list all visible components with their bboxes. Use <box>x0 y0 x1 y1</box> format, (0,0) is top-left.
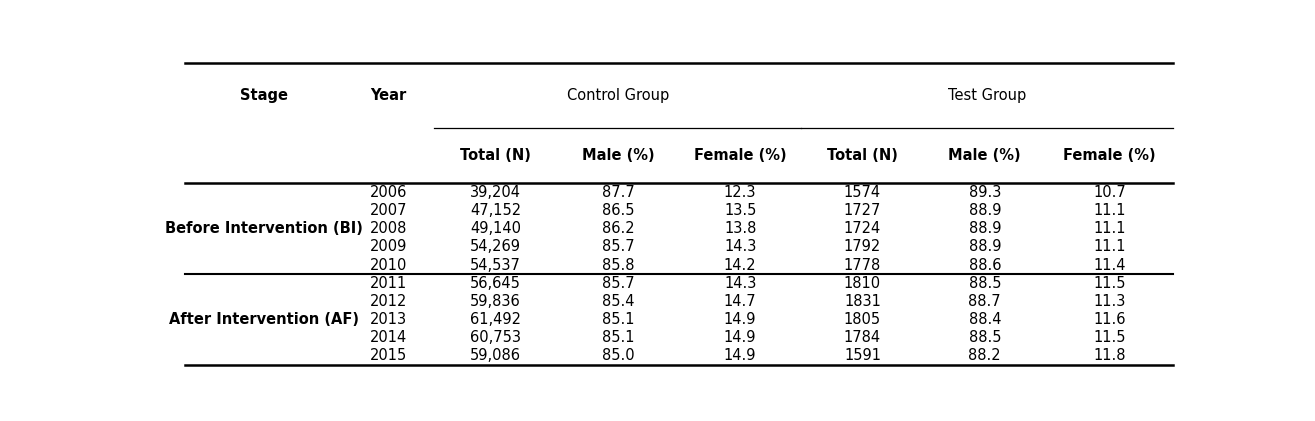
Text: 60,753: 60,753 <box>469 330 521 345</box>
Text: 87.7: 87.7 <box>601 185 634 200</box>
Text: 88.9: 88.9 <box>969 203 1001 218</box>
Text: 2009: 2009 <box>370 240 408 254</box>
Text: 85.7: 85.7 <box>601 240 634 254</box>
Text: 11.6: 11.6 <box>1093 312 1126 327</box>
Text: Female (%): Female (%) <box>1064 148 1156 163</box>
Text: 88.4: 88.4 <box>969 312 1001 327</box>
Text: 86.2: 86.2 <box>601 221 634 236</box>
Text: Before Intervention (BI): Before Intervention (BI) <box>164 221 363 236</box>
Text: 85.7: 85.7 <box>601 276 634 291</box>
Text: 2014: 2014 <box>370 330 408 345</box>
Text: 54,537: 54,537 <box>471 258 521 273</box>
Text: 14.2: 14.2 <box>723 258 756 273</box>
Text: 13.8: 13.8 <box>725 221 756 236</box>
Text: 2008: 2008 <box>370 221 408 236</box>
Text: 2015: 2015 <box>370 349 408 363</box>
Text: 1810: 1810 <box>844 276 881 291</box>
Text: 88.9: 88.9 <box>969 240 1001 254</box>
Text: 88.7: 88.7 <box>968 294 1001 309</box>
Text: 56,645: 56,645 <box>471 276 521 291</box>
Text: 88.2: 88.2 <box>968 349 1001 363</box>
Text: 2007: 2007 <box>370 203 408 218</box>
Text: 2006: 2006 <box>370 185 408 200</box>
Text: 14.3: 14.3 <box>725 240 756 254</box>
Text: 1784: 1784 <box>844 330 881 345</box>
Text: 1831: 1831 <box>844 294 881 309</box>
Text: 85.4: 85.4 <box>602 294 634 309</box>
Text: 88.5: 88.5 <box>969 276 1001 291</box>
Text: 39,204: 39,204 <box>469 185 521 200</box>
Text: 2012: 2012 <box>370 294 408 309</box>
Text: 11.3: 11.3 <box>1094 294 1126 309</box>
Text: 14.7: 14.7 <box>723 294 756 309</box>
Text: 61,492: 61,492 <box>469 312 521 327</box>
Text: 10.7: 10.7 <box>1093 185 1126 200</box>
Text: 2010: 2010 <box>370 258 408 273</box>
Text: Female (%): Female (%) <box>694 148 786 163</box>
Text: 88.6: 88.6 <box>969 258 1001 273</box>
Text: 1724: 1724 <box>844 221 881 236</box>
Text: 14.9: 14.9 <box>725 330 756 345</box>
Text: 2011: 2011 <box>370 276 408 291</box>
Text: Male (%): Male (%) <box>948 148 1020 163</box>
Text: 85.8: 85.8 <box>602 258 634 273</box>
Text: 54,269: 54,269 <box>469 240 521 254</box>
Text: 11.5: 11.5 <box>1093 330 1126 345</box>
Text: 1778: 1778 <box>844 258 881 273</box>
Text: 1574: 1574 <box>844 185 881 200</box>
Text: 1792: 1792 <box>844 240 881 254</box>
Text: 11.5: 11.5 <box>1093 276 1126 291</box>
Text: 14.9: 14.9 <box>725 312 756 327</box>
Text: Control Group: Control Group <box>567 88 669 104</box>
Text: 2013: 2013 <box>370 312 408 327</box>
Text: 1727: 1727 <box>844 203 881 218</box>
Text: After Intervention (AF): After Intervention (AF) <box>168 312 359 327</box>
Text: 11.1: 11.1 <box>1093 240 1126 254</box>
Text: 11.1: 11.1 <box>1093 221 1126 236</box>
Text: Total (N): Total (N) <box>460 148 531 163</box>
Text: Test Group: Test Group <box>948 88 1027 104</box>
Text: Total (N): Total (N) <box>827 148 898 163</box>
Text: 85.0: 85.0 <box>601 349 634 363</box>
Text: 11.4: 11.4 <box>1093 258 1126 273</box>
Text: 13.5: 13.5 <box>725 203 756 218</box>
Text: Year: Year <box>371 88 406 104</box>
Text: 14.9: 14.9 <box>725 349 756 363</box>
Text: 49,140: 49,140 <box>469 221 521 236</box>
Text: 11.1: 11.1 <box>1093 203 1126 218</box>
Text: 12.3: 12.3 <box>725 185 756 200</box>
Text: 86.5: 86.5 <box>602 203 634 218</box>
Text: 88.5: 88.5 <box>969 330 1001 345</box>
Text: 85.1: 85.1 <box>602 312 634 327</box>
Text: Stage: Stage <box>239 88 288 104</box>
Text: 1591: 1591 <box>844 349 881 363</box>
Text: 1805: 1805 <box>844 312 881 327</box>
Text: 85.1: 85.1 <box>602 330 634 345</box>
Text: 47,152: 47,152 <box>469 203 521 218</box>
Text: 88.9: 88.9 <box>969 221 1001 236</box>
Text: 89.3: 89.3 <box>969 185 1001 200</box>
Text: 11.8: 11.8 <box>1093 349 1126 363</box>
Text: 59,836: 59,836 <box>471 294 521 309</box>
Text: 59,086: 59,086 <box>469 349 521 363</box>
Text: Male (%): Male (%) <box>581 148 654 163</box>
Text: 14.3: 14.3 <box>725 276 756 291</box>
